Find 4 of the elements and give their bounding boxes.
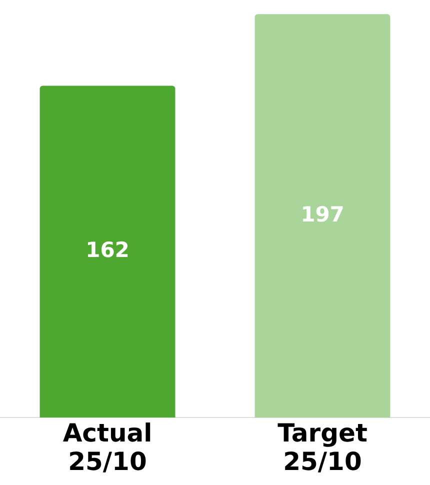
data-label: 197 <box>300 202 344 226</box>
data-label: 162 <box>86 238 130 262</box>
x-tick-label: Actual 25/10 <box>62 418 152 476</box>
x-tick-label: Target 25/10 <box>278 418 368 476</box>
